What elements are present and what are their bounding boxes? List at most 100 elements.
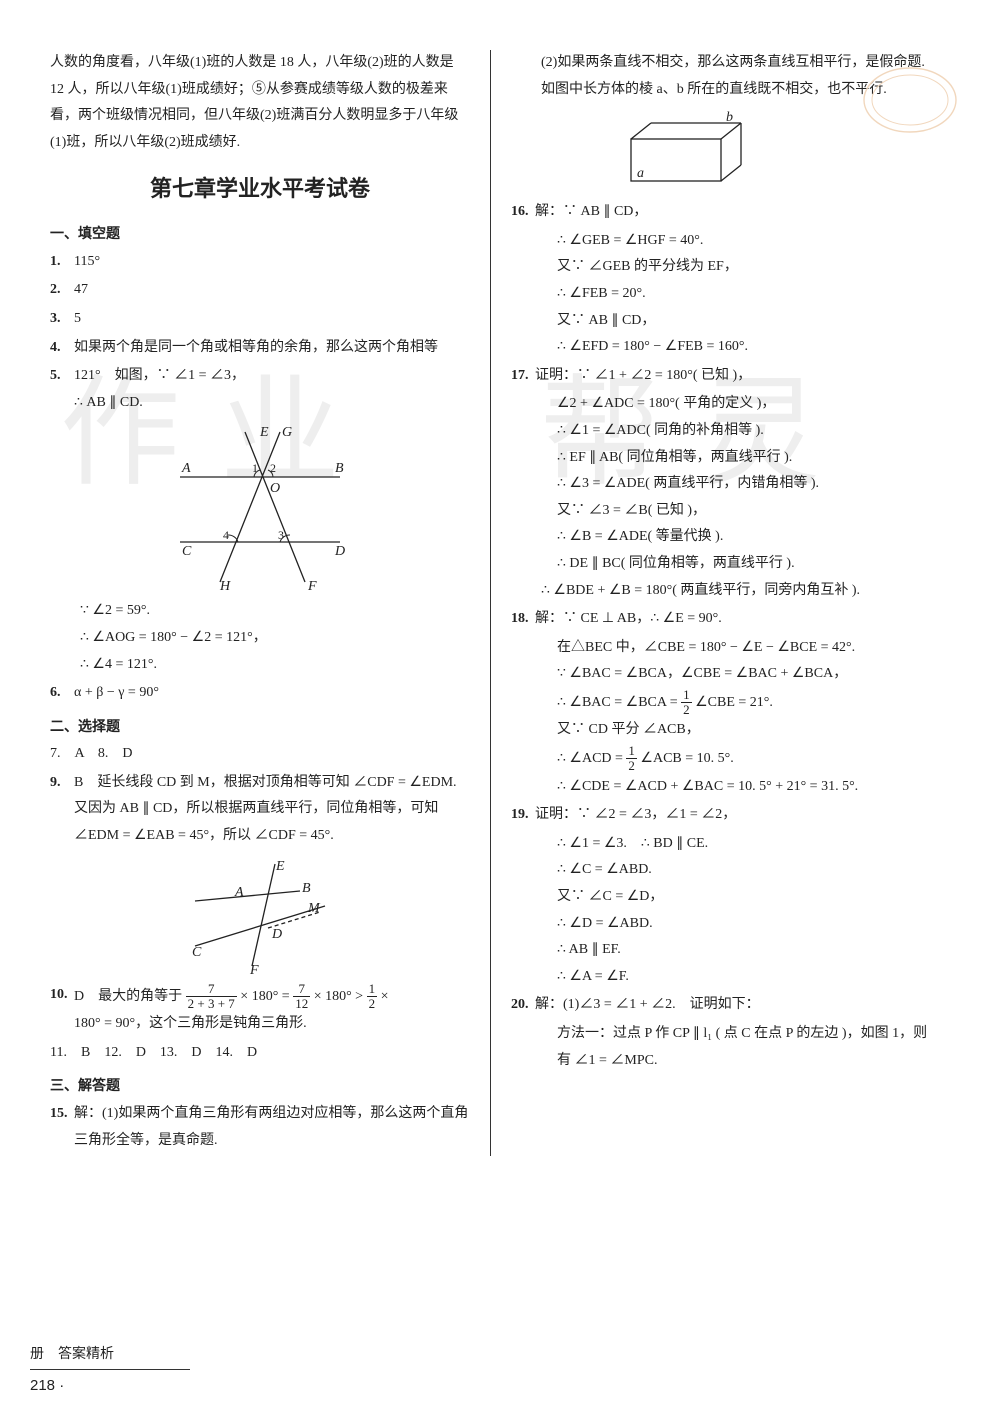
fraction: 12 [626, 744, 637, 774]
item-number: 19. [511, 802, 535, 829]
cuboid-label-a: a [637, 166, 644, 181]
q17-l9: ∴ ∠BDE + ∠B = 180°( 两直线平行，同旁内角互补 ). [511, 578, 930, 605]
item-number: 4. [50, 335, 74, 362]
q10-mid1: × 180° = [240, 989, 293, 1004]
fig-label-G: G [282, 425, 292, 440]
item-body: D 最大的角等于 72 + 3 + 7 × 180° = 712 × 180° … [74, 982, 470, 1038]
section-answer: 三、解答题 [50, 1072, 470, 1099]
item-number: 16. [511, 199, 535, 226]
q4: 4. 如果两个角是同一个角或相等角的余角，那么这两个角相等 [50, 335, 470, 362]
item-number: 2. [50, 277, 74, 304]
q19-l3: ∴ ∠C = ∠ABD. [511, 857, 930, 884]
fig-label-M: M [307, 901, 321, 916]
fig-label-B: B [302, 881, 311, 896]
q18-l3: ∵ ∠BAC = ∠BCA，∠CBE = ∠BAC + ∠BCA， [511, 661, 930, 688]
q19-l4: 又∵ ∠C = ∠D， [511, 884, 930, 911]
item-number: 1. [50, 249, 74, 276]
q18-l4: ∴ ∠BAC = ∠BCA = 12 ∠CBE = 21°. [511, 688, 930, 718]
q16-l6: ∴ ∠EFD = 180° − ∠FEB = 160°. [511, 334, 930, 361]
item-number: 5. [50, 363, 74, 416]
q7-q8: 7. A 8. D [50, 741, 470, 768]
fraction: 12 [367, 982, 378, 1012]
fraction: 712 [293, 982, 310, 1012]
q17-l5: ∴ ∠3 = ∠ADE( 两直线平行，内错角相等 ). [511, 471, 930, 498]
q18-l7: ∴ ∠CDE = ∠ACD + ∠BAC = 10. 5° + 21° = 31… [511, 774, 930, 801]
item-number: 20. [511, 992, 535, 1019]
q19-l5: ∴ ∠D = ∠ABD. [511, 911, 930, 938]
page-number: 218 · [30, 1372, 190, 1401]
item-body: 解：(1)∠3 = ∠1 + ∠2. 证明如下： [535, 992, 930, 1019]
q18-l6: ∴ ∠ACD = 12 ∠ACB = 10. 5°. [511, 744, 930, 774]
q3: 3. 5 [50, 306, 470, 333]
q19-l6: ∴ AB ∥ EF. [511, 937, 930, 964]
item-number: 9. [50, 770, 74, 850]
item-body: 证明：∵ ∠2 = ∠3，∠1 = ∠2， [535, 802, 930, 829]
q18-l2: 在△BEC 中，∠CBE = 180° − ∠E − ∠BCE = 42°. [511, 635, 930, 662]
q19: 19. 证明：∵ ∠2 = ∠3，∠1 = ∠2， [511, 802, 930, 829]
footer-book-label: 册 答案精析 [30, 1340, 190, 1370]
fig-label-B: B [335, 461, 344, 476]
fig-label-C: C [192, 945, 202, 960]
q5-line2: ∴ AB ∥ CD. [74, 395, 143, 410]
fig-label-E: E [259, 425, 269, 440]
q16-l3: 又∵ ∠GEB 的平分线为 EF， [511, 254, 930, 281]
q11-q14: 11. B 12. D 13. D 14. D [50, 1040, 470, 1067]
item-body: 47 [74, 277, 470, 304]
q17-l2: ∠2 + ∠ADC = 180°( 平角的定义 )， [511, 391, 930, 418]
fig-label-H: H [219, 579, 231, 592]
item-body: B 延长线段 CD 到 M，根据对顶角相等可知 ∠CDF = ∠EDM. 又因为… [74, 770, 470, 850]
q17-l6: 又∵ ∠3 = ∠B( 已知 )， [511, 498, 930, 525]
fraction: 72 + 3 + 7 [186, 982, 237, 1012]
section-fill-blanks: 一、填空题 [50, 220, 470, 247]
q2: 2. 47 [50, 277, 470, 304]
page-footer: 册 答案精析 218 · [30, 1340, 190, 1400]
q15: 15. 解：(1)如果两个直角三角形有两组边对应相等，那么这两个直角三角形全等，… [50, 1101, 470, 1154]
q17-l7: ∴ ∠B = ∠ADE( 等量代换 ). [511, 524, 930, 551]
intro-paragraph: 人数的角度看，八年级(1)班的人数是 18 人，八年级(2)班的人数是 12 人… [50, 50, 470, 156]
q10-prefix: D 最大的角等于 [74, 989, 186, 1004]
right-column: (2)如果两条直线不相交，那么这两条直线互相平行，是假命题. 如图中长方体的棱 … [490, 50, 930, 1156]
cuboid-label-b: b [726, 111, 733, 125]
item-body: 121° 如图，∵ ∠1 = ∠3， ∴ AB ∥ CD. [74, 363, 470, 416]
q19-l2: ∴ ∠1 = ∠3. ∴ BD ∥ CE. [511, 831, 930, 858]
q16: 16. 解：∵ AB ∥ CD， [511, 199, 930, 226]
q5-figure: A B C D E G H F O 1 2 3 4 [160, 422, 360, 592]
fig-label-D: D [271, 927, 282, 942]
q17-l3: ∴ ∠1 = ∠ADC( 同角的补角相等 ). [511, 418, 930, 445]
fig-label-D: D [334, 544, 345, 559]
item-number: 17. [511, 363, 535, 390]
stamp-seal [860, 60, 960, 140]
item-body: α + β − γ = 90° [74, 680, 470, 707]
q10-line2: 180° = 90°，这个三角形是钝角三角形. [74, 1016, 307, 1031]
left-column: 人数的角度看，八年级(1)班的人数是 18 人，八年级(2)班的人数是 12 人… [50, 50, 490, 1156]
q5-line4: ∴ ∠AOG = 180° − ∠2 = 121°， [50, 625, 470, 652]
chapter-title: 第七章学业水平考试卷 [50, 168, 470, 210]
item-body: 115° [74, 249, 470, 276]
item-number: 15. [50, 1101, 74, 1154]
q17-l8: ∴ DE ∥ BC( 同位角相等，两直线平行 ). [511, 551, 930, 578]
q17: 17. 证明：∵ ∠1 + ∠2 = 180°( 已知 )， [511, 363, 930, 390]
item-number: 6. [50, 680, 74, 707]
fig-label-A: A [234, 885, 244, 900]
fig-label-A: A [181, 461, 191, 476]
fig-label-E: E [275, 859, 285, 874]
q5-line5: ∴ ∠4 = 121°. [50, 652, 470, 679]
fig-label-F: F [249, 963, 259, 976]
fig-angle-2: 2 [270, 461, 276, 475]
q20: 20. 解：(1)∠3 = ∠1 + ∠2. 证明如下： [511, 992, 930, 1019]
item-body: 解：(1)如果两个直角三角形有两组边对应相等，那么这两个直角三角形全等，是真命题… [74, 1101, 470, 1154]
item-body: 解：∵ CE ⊥ AB，∴ ∠E = 90°. [535, 606, 930, 633]
q6: 6. α + β − γ = 90° [50, 680, 470, 707]
item-number: 10. [50, 982, 74, 1038]
section-choice: 二、选择题 [50, 713, 470, 740]
q10-mid2: × 180° > [314, 989, 367, 1004]
item-body: 证明：∵ ∠1 + ∠2 = 180°( 已知 )， [535, 363, 930, 390]
fig-label-F: F [307, 579, 317, 592]
fig-label-O: O [270, 481, 280, 496]
q5-line3: ∵ ∠2 = 59°. [50, 598, 470, 625]
q19-l7: ∴ ∠A = ∠F. [511, 964, 930, 991]
q10: 10. D 最大的角等于 72 + 3 + 7 × 180° = 712 × 1… [50, 982, 470, 1038]
q9: 9. B 延长线段 CD 到 M，根据对顶角相等可知 ∠CDF = ∠EDM. … [50, 770, 470, 850]
item-body: 5 [74, 306, 470, 333]
q5: 5. 121° 如图，∵ ∠1 = ∠3， ∴ AB ∥ CD. [50, 363, 470, 416]
